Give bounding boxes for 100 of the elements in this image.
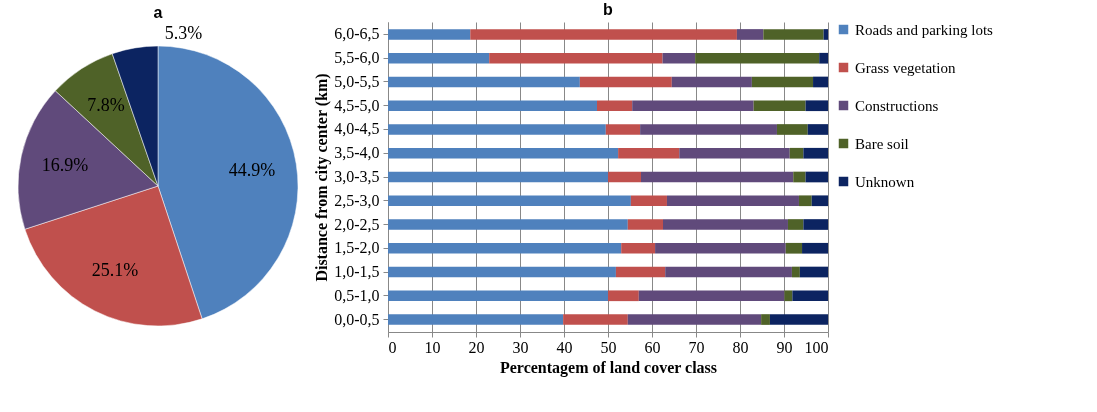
- legend-label: Constructions: [855, 97, 939, 114]
- data-label: 44.9%: [228, 159, 276, 180]
- y-tick-label: 0,5-1,0: [334, 286, 380, 304]
- bar: [470, 29, 737, 40]
- legend-label: Unknown: [855, 173, 915, 190]
- bar: [798, 195, 812, 207]
- bar: [663, 219, 788, 230]
- bar: [641, 171, 794, 183]
- bar: [388, 195, 631, 207]
- bar: [638, 290, 785, 302]
- bar: [803, 219, 828, 230]
- bar: [803, 147, 828, 159]
- bar: [736, 29, 764, 40]
- bar: [776, 124, 808, 135]
- bar: [608, 290, 639, 302]
- bar: [813, 76, 828, 88]
- bar: [763, 29, 824, 40]
- y-tick-label: 4,5-5,0: [334, 96, 380, 114]
- bar: [630, 195, 667, 207]
- bar: [811, 195, 828, 207]
- bar: [640, 124, 777, 135]
- y-axis-title: Distance from city center (km): [313, 73, 332, 282]
- y-tick-label: 3,5-4,0: [334, 144, 380, 162]
- legend-label: Grass vegetation: [855, 59, 956, 76]
- x-tick-label: 20: [468, 338, 485, 356]
- y-tick-label: 1,5-2,0: [334, 239, 380, 257]
- bar: [662, 52, 696, 64]
- y-tick-label: 6,0-6,5: [334, 25, 380, 43]
- bar: [388, 171, 608, 183]
- bar: [489, 52, 663, 64]
- x-tick-label: 60: [644, 338, 661, 356]
- x-tick-label: 90: [776, 338, 793, 356]
- bar: [787, 219, 804, 230]
- y-tick-label: 1,0-1,5: [334, 263, 380, 281]
- bar: [388, 219, 628, 230]
- bar: [618, 147, 680, 159]
- x-tick-label: 50: [600, 338, 617, 356]
- bar: [784, 290, 793, 302]
- x-axis-title: Percentagem of land cover class: [499, 358, 718, 377]
- bar: [665, 266, 792, 278]
- bar: [608, 171, 641, 183]
- bar: [751, 76, 814, 88]
- y-tick-label: 4,0-4,5: [334, 120, 380, 138]
- bar: [388, 147, 619, 159]
- data-label: 5.3%: [164, 23, 203, 44]
- chart-title: a: [153, 4, 163, 22]
- bar: [632, 100, 754, 112]
- bar: [671, 76, 752, 88]
- bar: [388, 100, 597, 112]
- data-label: 16.9%: [41, 154, 89, 175]
- data-label: 7.8%: [87, 95, 125, 116]
- bar: [679, 147, 790, 159]
- x-tick-label: 80: [732, 338, 749, 356]
- bar: [807, 124, 828, 135]
- bar: [761, 314, 770, 325]
- x-tick-label: 40: [556, 338, 573, 356]
- bar: [819, 52, 828, 64]
- bar: [563, 314, 628, 325]
- legend-label: Roads and parking lots: [855, 21, 994, 38]
- bar: [388, 314, 564, 325]
- bar: [753, 100, 806, 112]
- bar: [802, 242, 828, 254]
- bar: [388, 52, 490, 64]
- bar: [597, 100, 633, 112]
- bar: [695, 52, 820, 64]
- y-tick-label: 2,5-3,0: [334, 191, 380, 209]
- bar: [666, 195, 799, 207]
- y-tick-label: 5,0-5,5: [334, 72, 380, 90]
- legend-label: Bare soil: [855, 135, 909, 152]
- y-tick-label: 2,0-2,5: [334, 215, 380, 233]
- bar: [579, 76, 672, 88]
- bar: [805, 100, 828, 112]
- bar: [388, 29, 471, 40]
- bar: [627, 314, 762, 325]
- bar: [792, 290, 828, 302]
- x-tick-label: 30: [512, 338, 529, 356]
- x-tick-label: 100: [804, 338, 829, 356]
- bar: [388, 76, 580, 88]
- bar: [627, 219, 663, 230]
- bar: [785, 242, 803, 254]
- bar: [799, 266, 828, 278]
- y-tick-label: 3,0-3,5: [334, 168, 380, 185]
- y-tick-label: 5,5-6,0: [334, 49, 380, 67]
- x-tick-label: 10: [424, 338, 441, 356]
- bar: [769, 314, 828, 325]
- x-tick-label: 0: [388, 338, 397, 356]
- bar: [605, 124, 641, 135]
- bar: [388, 124, 606, 135]
- bar: [791, 266, 800, 278]
- data-label: 25.1%: [91, 259, 139, 280]
- x-tick-label: 70: [688, 338, 705, 356]
- bar: [793, 171, 806, 183]
- bar: [823, 29, 828, 40]
- bar: [615, 266, 666, 278]
- bar: [805, 171, 828, 183]
- y-tick-label: 0,0-0,5: [334, 310, 380, 328]
- bar: [621, 242, 656, 254]
- bar: [388, 266, 616, 278]
- bar: [388, 242, 622, 254]
- bar: [655, 242, 786, 254]
